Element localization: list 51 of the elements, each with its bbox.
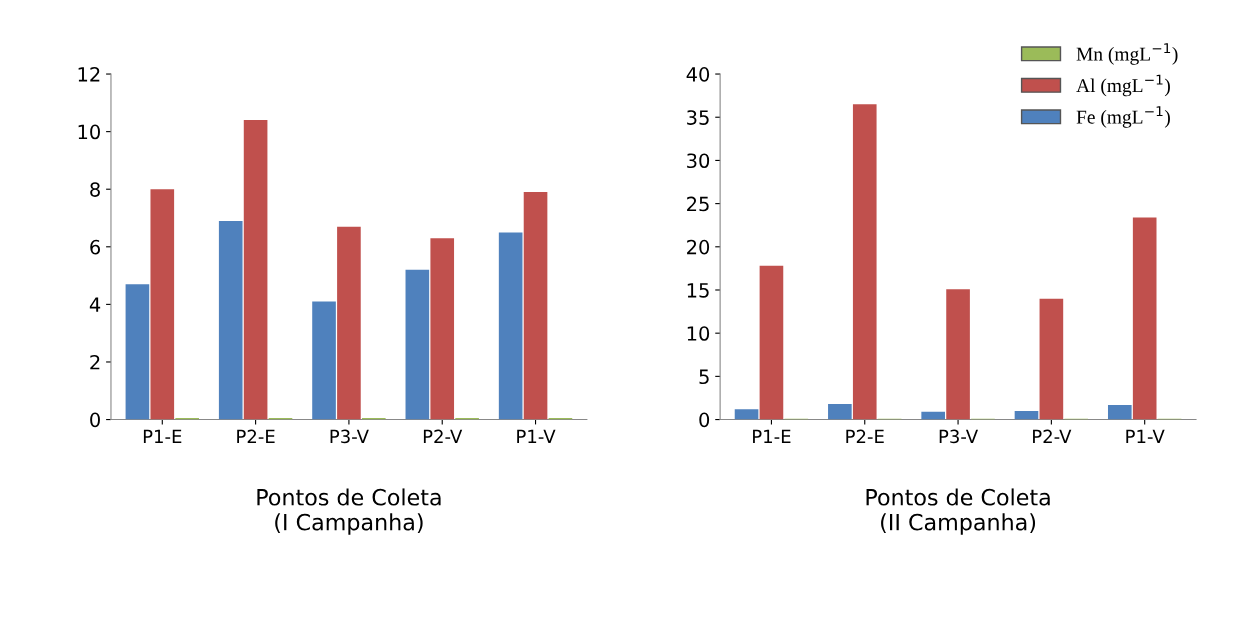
legend-label: Fe (mgL$^{−1}$) [1076,106,1170,128]
x-tick-label: P3-V [330,429,369,444]
bar [523,192,548,420]
x-axis-title: Pontos de Coleta (II Campanha) [866,488,1050,535]
y-tick-label: 20 [687,239,710,255]
bar [405,269,430,420]
x-tick-label: P3-V [939,429,978,444]
x-tick-label: P2-E [237,429,275,443]
x-tick-label: P1-E [753,429,791,443]
bar [734,409,759,420]
bar [150,189,175,420]
bar [828,404,852,420]
y-tick-label: 10 [687,326,710,341]
y-tick-label: 0 [90,412,100,428]
bar [759,265,784,420]
x-tick-label: P2-V [423,429,463,443]
bar [125,284,150,420]
bar [243,120,268,420]
bar [218,220,243,420]
y-tick-label: 2 [90,354,100,370]
x-tick-label: P1-E [143,429,182,443]
x-tick-label: P2-E [846,429,884,443]
x-tick-label: P1-V [1126,429,1165,443]
bar [337,226,361,420]
y-tick-label: 10 [78,124,100,140]
x-tick-label: P1-V [517,429,556,443]
y-tick-label: 30 [687,153,710,169]
y-tick-label: 8 [90,182,100,197]
x-axis-title: Pontos de Coleta (I Campanha) [257,488,441,535]
y-tick-label: 5 [699,369,709,385]
bar [430,238,455,420]
y-tick-label: 12 [78,67,100,82]
bar [852,104,877,420]
y-tick-label: 4 [89,297,101,312]
y-tick-label: 15 [687,283,709,298]
legend-label: Mn (mgL$^{−1}$) [1076,43,1178,65]
x-tick-label: P2-V [1033,429,1072,443]
y-tick-label: 40 [686,67,710,82]
bar [1039,298,1064,420]
bar [921,411,945,420]
y-tick-label: 25 [687,196,709,212]
bar [1132,217,1157,420]
bar [498,232,523,420]
bar [312,301,336,420]
bar [1014,410,1039,420]
bar [946,289,970,420]
y-tick-label: 0 [699,412,710,428]
y-tick-label: 6 [90,239,101,255]
legend-label: Al (mgL$^{−1}$) [1076,74,1170,97]
y-tick-label: 35 [687,110,709,125]
bar [1107,404,1132,420]
